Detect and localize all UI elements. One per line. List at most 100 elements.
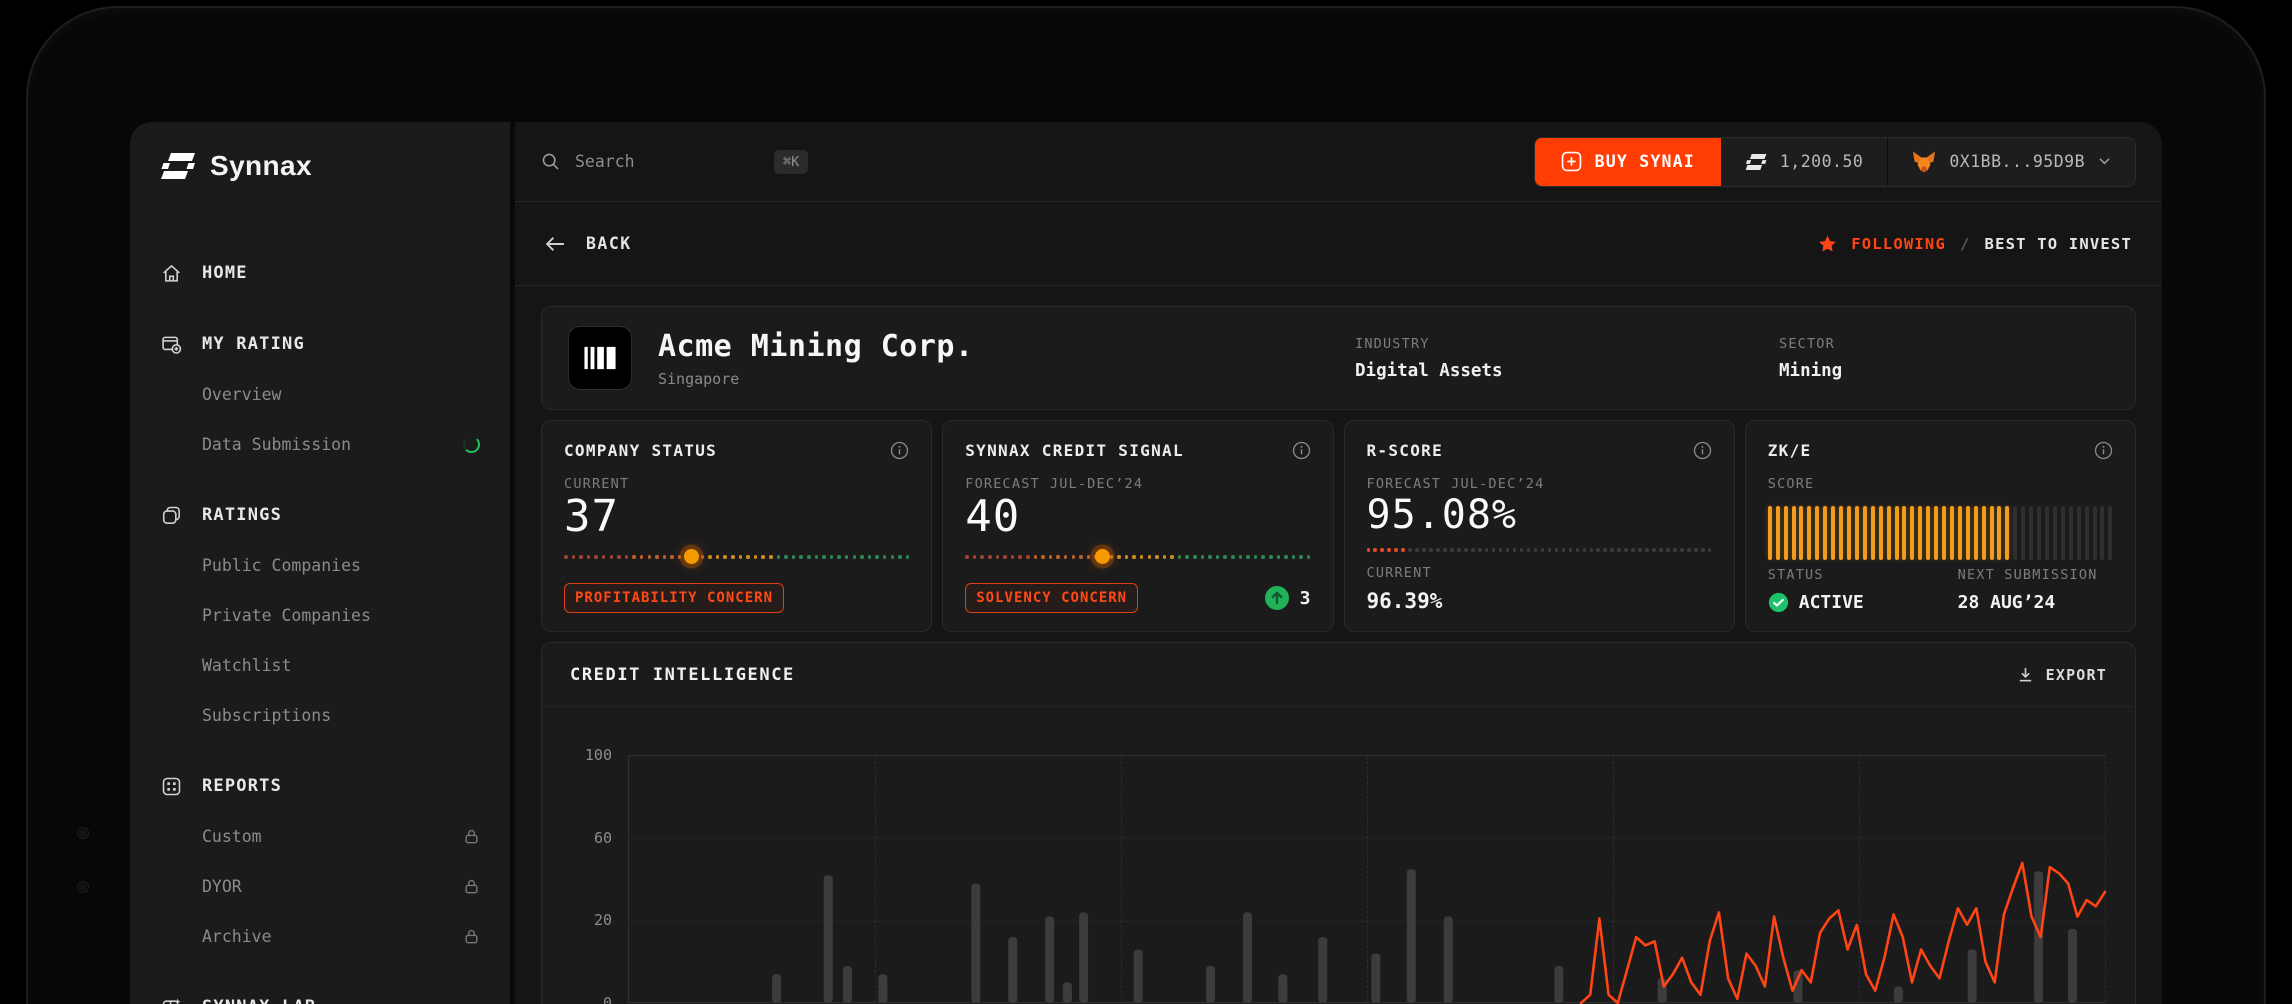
home-icon: [160, 262, 182, 284]
gridline-vertical: [1367, 756, 1368, 1003]
page-content: Acme Mining Corp. Singapore INDUSTRY Dig…: [515, 286, 2162, 1004]
chart-bar: [1278, 974, 1288, 1003]
app-screen: Synnax HOME MY RATING Overview Data Submiss…: [130, 122, 2162, 1004]
search-input[interactable]: [575, 152, 725, 171]
sidebar-item-label: Watchlist: [202, 655, 292, 675]
sidebar-item-label: Private Companies: [202, 605, 371, 625]
sidebar-item-subscriptions[interactable]: Subscriptions: [130, 690, 510, 740]
plus-square-icon: [1561, 151, 1581, 172]
company-logo-icon: [584, 346, 616, 370]
y-tick-label: 60: [593, 828, 612, 847]
sidebar-item-dyor[interactable]: DYOR: [130, 861, 510, 911]
lab-icon: [160, 996, 182, 1004]
back-button[interactable]: BACK: [545, 234, 632, 253]
token-balance-chip[interactable]: 1,200.50: [1720, 137, 1888, 186]
sidebar-item-public-companies[interactable]: Public Companies: [130, 540, 510, 590]
sidebar-item-private-companies[interactable]: Private Companies: [130, 590, 510, 640]
chart-bar: [1242, 912, 1252, 1003]
chart-bar: [1443, 916, 1453, 1003]
info-icon[interactable]: [2094, 441, 2113, 460]
search-icon: [542, 153, 559, 170]
grid-icon: [160, 775, 182, 797]
brand-logo[interactable]: Synnax: [130, 146, 510, 186]
wallet-address-chip[interactable]: 0X1BB...95D9B: [1887, 137, 2135, 186]
lock-icon: [463, 828, 480, 845]
gauge-dots: [965, 555, 1311, 559]
download-icon: [2019, 667, 2031, 682]
star-icon: [1818, 235, 1837, 253]
chart-bar: [878, 974, 888, 1003]
sidebar-item-label: SYNNAX LAB: [202, 997, 316, 1004]
sidebar-item-data-submission[interactable]: Data Submission: [130, 419, 510, 469]
chart-bar: [1793, 970, 1803, 1003]
info-icon[interactable]: [1693, 441, 1712, 460]
sidebar-item-ratings[interactable]: RATINGS: [130, 490, 510, 540]
chart-bar: [1371, 953, 1381, 1003]
chart-canvas: [772, 861, 2107, 1004]
wallet-controls: BUY SYNAI 1,200.50: [1533, 136, 2136, 187]
sidebar-item-label: MY RATING: [202, 334, 305, 354]
sidebar-item-my-rating[interactable]: MY RATING: [130, 319, 510, 369]
nav-group: SYNNAX LAB: [130, 982, 510, 1004]
chart-bar: [2034, 871, 2044, 1003]
status-badge: SOLVENCY CONCERN: [965, 583, 1139, 613]
buy-synai-button[interactable]: BUY SYNAI: [1534, 137, 1721, 186]
arrow-left-icon: [545, 236, 564, 251]
zke-score-bars: [1767, 506, 2113, 560]
tablet-frame: Synnax HOME MY RATING Overview Data Submiss…: [26, 6, 2266, 1004]
credit-signal-value: 40: [965, 491, 1021, 542]
breadcrumb-following[interactable]: FOLLOWING: [1851, 234, 1946, 253]
breadcrumb-context[interactable]: BEST TO INVEST: [1984, 234, 2132, 253]
company-status-value: 37: [564, 491, 619, 542]
company-location: Singapore: [658, 369, 740, 388]
synai-token-icon: [1745, 153, 1767, 170]
r-score-card: R-SCORE FORECAST JUL-DEC’24 95.08%: [1343, 420, 1735, 632]
r-score-dots: [1366, 548, 1712, 552]
chart-bar: [1967, 949, 1977, 1003]
signal-delta: 3: [1264, 585, 1311, 611]
sidebar-nav: HOME MY RATING Overview Data Submission RATI…: [130, 248, 510, 1004]
y-tick-label: 100: [584, 746, 612, 764]
info-icon[interactable]: [890, 441, 909, 460]
bezel-camera-dot: [78, 828, 88, 838]
gridline-vertical: [1859, 756, 1860, 1003]
sidebar-item-home[interactable]: HOME: [130, 248, 510, 298]
zke-status-value: ACTIVE: [1798, 592, 1864, 613]
export-button[interactable]: EXPORT: [2017, 666, 2107, 684]
chart-bar: [842, 965, 852, 1003]
info-icon[interactable]: [1292, 441, 1311, 460]
sidebar-item-custom[interactable]: Custom: [130, 811, 510, 861]
credit-signal-gauge: [965, 548, 1311, 566]
company-sector: SECTOR Mining: [1779, 335, 1843, 381]
company-industry: INDUSTRY Digital Assets: [1355, 335, 1503, 381]
sidebar-item-reports[interactable]: REPORTS: [130, 761, 510, 811]
bezel-camera-dot: [78, 882, 88, 892]
lock-icon: [463, 878, 480, 895]
metamask-fox-icon: [1913, 151, 1936, 172]
search-bar[interactable]: ⌘K: [541, 149, 809, 174]
credit-chart: 100 60 20 0: [542, 707, 2135, 1004]
zke-next-submission: NEXT SUBMISSION 28 AUG’24: [1957, 567, 2098, 613]
gridline-vertical: [1121, 756, 1122, 1003]
chart-bar: [1079, 912, 1089, 1003]
chart-bar: [1406, 869, 1416, 1003]
synnax-logo-icon: [161, 153, 195, 179]
chart-bar: [1554, 965, 1564, 1003]
sidebar-item-overview[interactable]: Overview: [130, 369, 510, 419]
chart-bar: [971, 883, 981, 1003]
top-bar: ⌘K BUY SYNAI: [515, 122, 2162, 202]
company-status-gauge: [564, 548, 910, 566]
y-tick-label: 0: [602, 994, 612, 1004]
chart-plot[interactable]: [628, 755, 2107, 1004]
credit-signal-card: SYNNAX CREDIT SIGNAL FORECAST JUL-DEC’24…: [942, 420, 1334, 632]
loading-spinner-icon: [463, 435, 480, 453]
sidebar-item-synnax-lab[interactable]: SYNNAX LAB: [130, 982, 510, 1004]
nav-group: MY RATING Overview Data Submission: [130, 319, 510, 469]
status-badge: PROFITABILITY CONCERN: [564, 583, 785, 613]
sidebar-item-watchlist[interactable]: Watchlist: [130, 640, 510, 690]
gridline-vertical: [1613, 756, 1614, 1003]
r-score-current-value: 96.39%: [1366, 589, 1443, 613]
sidebar-item-archive[interactable]: Archive: [130, 911, 510, 961]
breadcrumb-row: BACK FOLLOWING / BEST TO INVEST: [515, 202, 2162, 286]
stat-cards: COMPANY STATUS CURRENT 37 PROFITABILITY …: [541, 420, 2136, 632]
